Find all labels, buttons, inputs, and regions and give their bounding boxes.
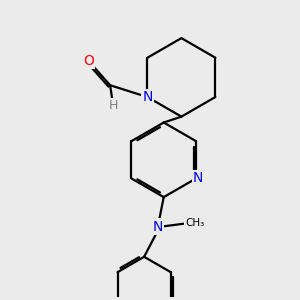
Text: N: N [153, 220, 163, 234]
Text: H: H [109, 99, 118, 112]
Text: N: N [193, 172, 203, 185]
Text: O: O [83, 54, 94, 68]
Text: N: N [142, 90, 153, 104]
Text: CH₃: CH₃ [185, 218, 204, 228]
